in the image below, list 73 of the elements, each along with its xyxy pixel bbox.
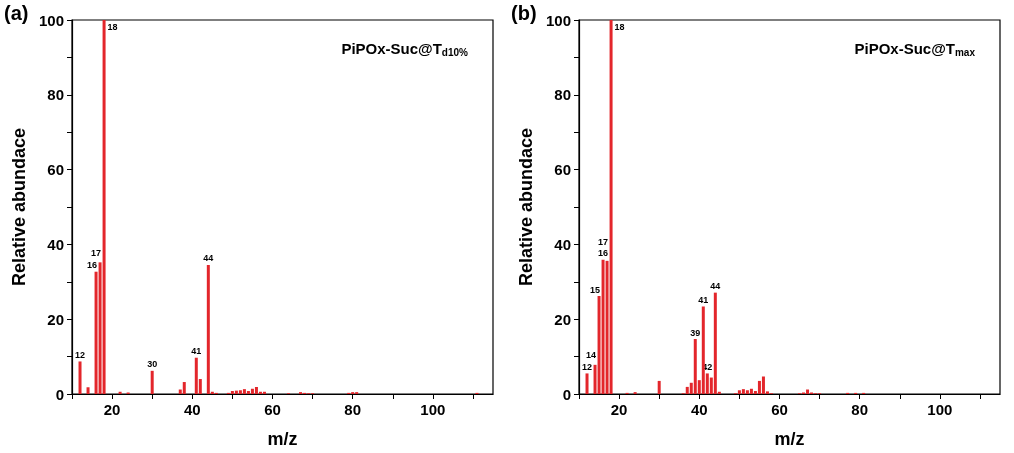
bar	[250, 388, 254, 394]
y-tick-label: 20	[554, 310, 571, 328]
bar	[601, 259, 605, 394]
x-tick-label: 40	[183, 401, 201, 418]
y-tick-label: 100	[38, 11, 64, 29]
bar	[713, 292, 717, 394]
annotation: 16	[87, 260, 98, 271]
text: (a)	[4, 2, 29, 25]
bar	[757, 380, 761, 394]
bar	[745, 390, 749, 394]
y-tick-label: 80	[554, 86, 571, 104]
annotation: 39	[690, 327, 701, 338]
bar	[78, 361, 82, 394]
x-tick-label: 20	[103, 401, 121, 418]
y-tick-label: 0	[55, 385, 64, 403]
y-tick-label: 40	[47, 235, 64, 253]
bar	[749, 388, 753, 394]
y-tick-label: 0	[562, 385, 571, 403]
bar	[206, 264, 210, 394]
bar	[657, 380, 661, 394]
annotation: 18	[107, 21, 118, 32]
y-axis-title: Relative abundace	[516, 127, 537, 287]
y-tick-label: 80	[47, 86, 64, 104]
annotation: 44	[203, 253, 214, 264]
annotation: 16	[598, 248, 609, 259]
bar	[238, 390, 242, 394]
annotation: 14	[586, 350, 597, 361]
bar	[741, 389, 745, 394]
bar	[102, 20, 106, 394]
x-tick-label: 20	[610, 401, 628, 418]
x-tick-label: 100	[420, 401, 446, 418]
annotation: 12	[75, 349, 86, 360]
y-tick-label: 100	[545, 11, 571, 29]
x-tick-label: 80	[344, 401, 362, 418]
annotation: 12	[582, 361, 593, 372]
x-tick-label: 100	[927, 401, 953, 418]
text: (b)	[511, 2, 537, 25]
bar	[234, 390, 238, 394]
annotation: 18	[614, 21, 625, 32]
bar	[246, 391, 250, 394]
y-axis-title: Relative abundace	[9, 127, 30, 287]
x-tick-label: 40	[690, 401, 708, 418]
annotation: 17	[91, 247, 102, 258]
bar	[254, 386, 258, 394]
x-tick-label: 80	[851, 401, 869, 418]
bar	[585, 373, 589, 394]
x-axis-title: m/z	[267, 429, 298, 449]
bar	[182, 382, 186, 394]
y-tick-label: 60	[554, 161, 571, 179]
annotation: 44	[710, 281, 721, 292]
x-axis-title: m/z	[774, 429, 805, 449]
bar	[761, 376, 765, 394]
x-tick-label: 60	[771, 401, 788, 418]
y-tick-label: 60	[47, 161, 64, 179]
annotation: 17	[598, 237, 609, 248]
y-tick-label: 40	[554, 235, 571, 253]
bar	[737, 390, 741, 394]
bar	[806, 389, 810, 394]
annotation: 15	[590, 284, 601, 295]
annotation: 41	[191, 346, 202, 357]
bar	[609, 20, 613, 394]
bar	[693, 339, 697, 394]
bar	[701, 306, 705, 394]
bar	[150, 370, 154, 394]
annotation: 41	[698, 294, 709, 305]
bar	[685, 386, 689, 394]
x-tick-label: 60	[264, 401, 281, 418]
bar	[86, 387, 90, 394]
bar	[230, 391, 234, 394]
bar	[242, 389, 246, 394]
bar	[194, 357, 198, 394]
y-tick-label: 20	[47, 310, 64, 328]
annotation: 30	[147, 359, 158, 370]
